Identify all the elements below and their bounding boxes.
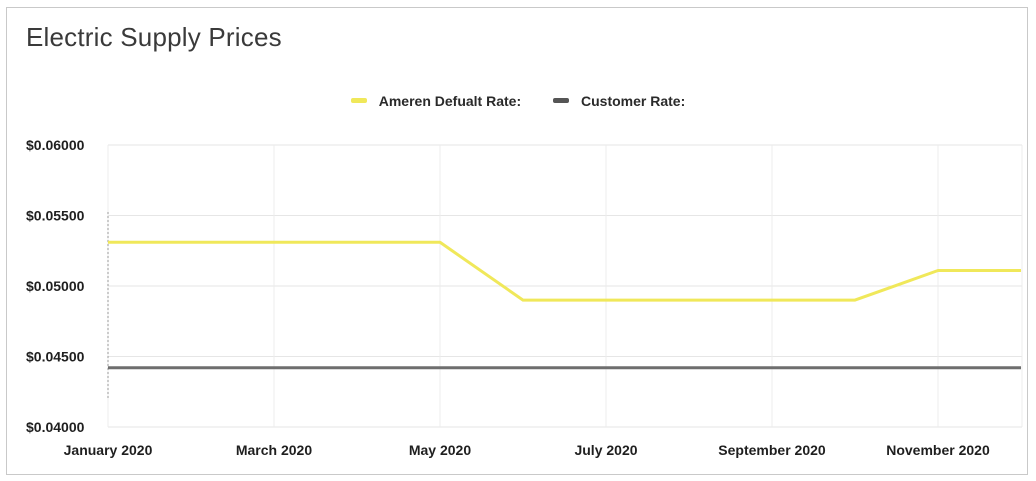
- legend-item-ameren-default-rate[interactable]: Ameren Defualt Rate:: [350, 92, 522, 109]
- y-tick-label: $0.05500: [26, 208, 85, 224]
- legend-label-ameren-default-rate: Ameren Defualt Rate:: [378, 92, 522, 109]
- x-tick-label: September 2020: [718, 442, 826, 458]
- legend-swatch-ameren-default-rate: [350, 98, 367, 103]
- x-tick-label: July 2020: [574, 442, 637, 458]
- chart-series: [107, 240, 1022, 370]
- legend-swatch-customer-rate: [553, 98, 569, 103]
- chart-legend: Ameren Defualt Rate: Customer Rate:: [0, 90, 1036, 109]
- series-line: [108, 240, 1021, 302]
- legend-label-customer-rate: Customer Rate:: [581, 92, 686, 109]
- y-tick-label: $0.04500: [26, 349, 85, 365]
- y-tick-label: $0.05000: [26, 278, 85, 294]
- x-tick-label: May 2020: [409, 442, 471, 458]
- legend-item-customer-rate[interactable]: Customer Rate:: [553, 93, 685, 109]
- y-tick-label: $0.06000: [26, 137, 85, 153]
- y-tick-label: $0.04000: [26, 419, 85, 435]
- grid-lines: [107, 144, 1023, 428]
- y-axis-tick-labels: $0.06000 $0.05500 $0.05000 $0.04500 $0.04000: [26, 137, 85, 435]
- x-tick-label: March 2020: [236, 442, 312, 458]
- x-axis-tick-labels: January 2020 March 2020 May 2020 July 2020 S…: [64, 442, 990, 458]
- x-tick-label: November 2020: [886, 442, 990, 458]
- x-tick-label: January 2020: [64, 442, 153, 458]
- chart-title: Electric Supply Prices: [26, 22, 282, 52]
